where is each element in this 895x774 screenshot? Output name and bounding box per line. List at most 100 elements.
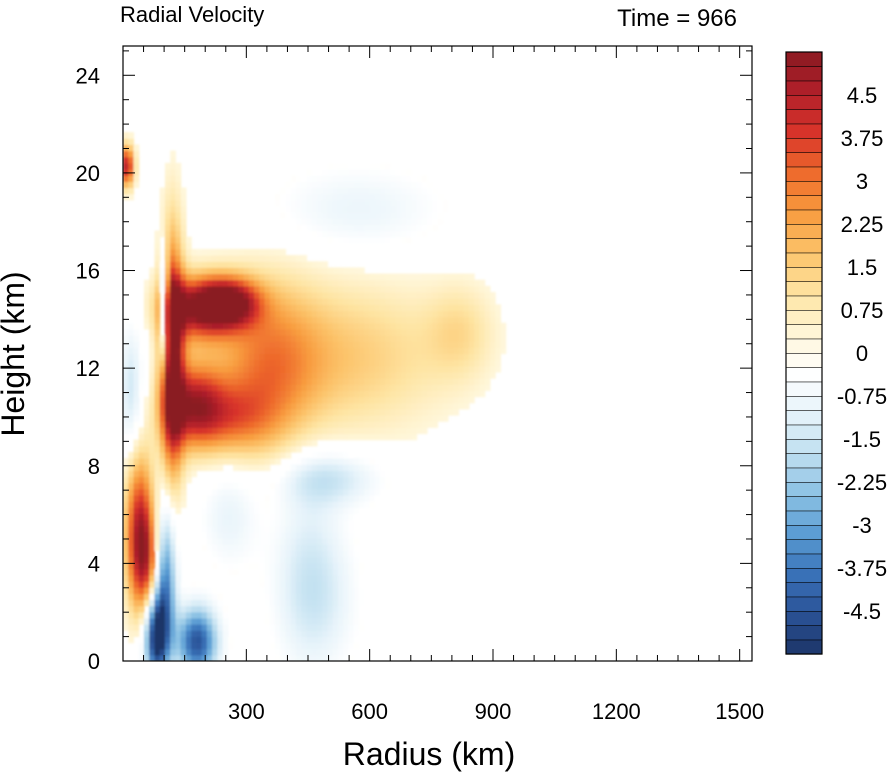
heatmap-cell <box>306 347 313 355</box>
heatmap-cell <box>154 587 161 594</box>
heatmap-cell <box>206 458 213 465</box>
heatmap-cell <box>316 341 323 348</box>
heatmap-cell <box>180 230 187 238</box>
colorbar-label: 0.75 <box>841 298 884 323</box>
heatmap-cell <box>301 310 308 318</box>
heatmap-cell <box>238 562 245 570</box>
heatmap-cell <box>353 341 360 348</box>
heatmap-cell <box>348 279 355 287</box>
heatmap-cell <box>285 378 292 385</box>
heatmap-cell <box>227 347 234 355</box>
heatmap-cell <box>201 525 208 533</box>
heatmap-cell <box>463 279 470 287</box>
heatmap-cell <box>269 408 276 416</box>
heatmap-cell <box>128 359 135 367</box>
heatmap-cell <box>175 316 182 324</box>
heatmap-cell <box>212 494 218 502</box>
heatmap-cell <box>364 162 370 170</box>
heatmap-cell <box>123 322 129 330</box>
heatmap-cell <box>248 488 255 496</box>
heatmap-cell <box>143 550 150 558</box>
heatmap-cell <box>463 335 470 342</box>
heatmap-cell <box>201 292 208 299</box>
heatmap-cell <box>442 322 449 330</box>
heatmap-cell <box>400 279 407 287</box>
heatmap-cell <box>295 193 302 201</box>
heatmap-cell <box>369 347 376 355</box>
heatmap-cell <box>358 205 365 213</box>
colorbar-band <box>785 324 823 340</box>
heatmap-cell <box>164 531 171 539</box>
heatmap-cell <box>316 378 323 385</box>
heatmap-cell <box>400 347 407 355</box>
heatmap-cell <box>233 371 239 379</box>
heatmap-cell <box>280 353 287 361</box>
heatmap-cell <box>175 267 182 275</box>
heatmap-cell <box>327 162 334 170</box>
heatmap-cell <box>269 605 276 613</box>
heatmap-cell <box>290 556 297 564</box>
heatmap-cell <box>295 476 302 484</box>
x-axis-label: Radius (km) <box>343 736 515 772</box>
heatmap-cell <box>212 501 218 508</box>
heatmap-cell <box>406 187 412 195</box>
heatmap-cell <box>463 353 470 361</box>
heatmap-cell <box>264 599 271 607</box>
heatmap-cell <box>143 476 150 484</box>
heatmap-cell <box>379 328 386 336</box>
heatmap-cell <box>264 279 271 287</box>
heatmap-cell <box>222 310 229 318</box>
heatmap-cell <box>453 285 460 293</box>
heatmap-cell <box>138 458 145 465</box>
heatmap-cell <box>358 433 365 441</box>
heatmap-cell <box>416 193 423 201</box>
heatmap-cell <box>191 316 197 324</box>
heatmap-cell <box>191 648 197 656</box>
heatmap-cell <box>217 642 224 650</box>
heatmap-cell <box>411 187 418 195</box>
heatmap-cell <box>353 494 360 502</box>
heatmap-cell <box>411 316 418 324</box>
heatmap-cell <box>243 292 250 299</box>
heatmap-cell <box>196 273 203 281</box>
heatmap-cell <box>327 304 334 312</box>
heatmap-cell <box>358 328 365 336</box>
heatmap-cell <box>143 427 150 435</box>
heatmap-cell <box>411 335 418 342</box>
heatmap-cell <box>322 169 329 176</box>
heatmap-cell <box>348 605 355 613</box>
heatmap-cell <box>180 494 187 502</box>
heatmap-cell <box>290 408 297 416</box>
heatmap-cell <box>316 507 323 514</box>
heatmap-cell <box>385 482 391 490</box>
heatmap-cell <box>343 335 349 342</box>
heatmap-cell <box>358 617 365 625</box>
heatmap-cell <box>337 470 344 478</box>
heatmap-cell <box>369 470 376 478</box>
heatmap-cell <box>316 458 323 465</box>
heatmap-cell <box>212 384 218 391</box>
heatmap-cell <box>332 556 339 564</box>
heatmap-cell <box>185 451 192 459</box>
heatmap-cell <box>348 187 355 195</box>
heatmap-cell <box>306 531 313 539</box>
heatmap-cell <box>154 451 161 459</box>
heatmap-cell <box>196 636 203 644</box>
heatmap-cell <box>432 335 439 342</box>
heatmap-cell <box>259 378 266 385</box>
heatmap-cell <box>337 427 344 435</box>
heatmap-cell <box>264 451 271 459</box>
heatmap-cell <box>468 328 475 336</box>
heatmap-cell <box>154 359 161 367</box>
heatmap-cell <box>311 464 318 471</box>
heatmap-cell <box>306 199 313 207</box>
heatmap-cell <box>164 292 171 299</box>
heatmap-cell <box>164 341 171 348</box>
heatmap-cell <box>385 341 391 348</box>
heatmap-cell <box>159 347 166 355</box>
heatmap-cell <box>206 636 213 644</box>
heatmap-cell <box>149 556 156 564</box>
heatmap-cell <box>233 316 239 324</box>
heatmap-cell <box>332 402 339 410</box>
heatmap-cell <box>468 384 475 391</box>
